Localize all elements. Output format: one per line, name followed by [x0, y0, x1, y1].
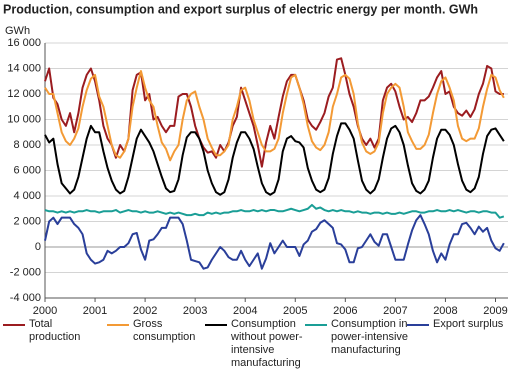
- legend: Total production Gross consumption Consump…: [0, 318, 513, 384]
- series-line: [44, 57, 504, 168]
- x-tick-label: 2005: [283, 305, 307, 317]
- legend-swatch: [305, 324, 327, 326]
- series-line: [44, 122, 505, 196]
- y-tick-label: 2 000: [13, 215, 41, 227]
- y-tick-label: 14 000: [7, 62, 41, 74]
- legend-label: Consumption in power-intensive manufactu…: [331, 318, 409, 356]
- chart-title: Production, consumption and export surpl…: [3, 2, 478, 16]
- series-line: [44, 214, 505, 270]
- y-tick-label: 16 000: [7, 37, 41, 49]
- series-line: [44, 70, 505, 162]
- legend-swatch: [3, 324, 25, 326]
- y-tick-label: -2 000: [10, 266, 41, 278]
- x-tick-label: 2006: [333, 305, 357, 317]
- y-axis-label: GWh: [5, 25, 30, 37]
- legend-label: Total production: [29, 318, 81, 343]
- y-tick-label: 10 000: [7, 113, 41, 125]
- y-tick-label: 8 000: [13, 139, 41, 151]
- legend-swatch: [205, 324, 227, 326]
- x-tick-label: 2000: [33, 305, 57, 317]
- legend-label: Gross consumption: [133, 318, 196, 343]
- x-tick-label: 2002: [133, 305, 157, 317]
- legend-label: Export surplus: [433, 318, 504, 330]
- x-tick-label: 2001: [83, 305, 107, 317]
- x-tick-label: 2003: [183, 305, 207, 317]
- x-tick-label: 2009: [483, 305, 507, 317]
- legend-swatch: [107, 324, 129, 326]
- chart: Production, consumption and export surpl…: [3, 2, 508, 317]
- y-tick-label: -4 000: [10, 292, 41, 304]
- x-tick-label: 2004: [233, 305, 257, 317]
- series-line: [44, 203, 505, 219]
- y-tick-label: 6 000: [13, 164, 41, 176]
- x-tick-label: 2007: [383, 305, 407, 317]
- legend-swatch: [407, 324, 429, 326]
- x-tick-label: 2008: [433, 305, 457, 317]
- legend-label: Consumption without power-intensive manu…: [231, 318, 303, 369]
- y-tick-label: 4 000: [13, 190, 41, 202]
- y-tick-label: 12 000: [7, 88, 41, 100]
- y-tick-label: 0: [35, 241, 41, 253]
